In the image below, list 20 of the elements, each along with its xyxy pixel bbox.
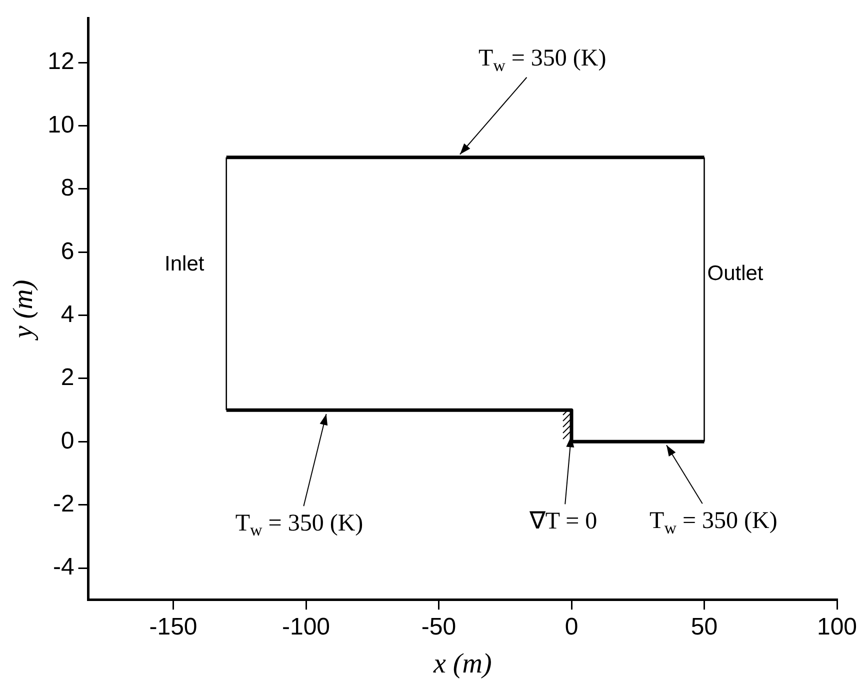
x-tick-label: -150 [149, 614, 198, 641]
annotation: Outlet [707, 262, 764, 286]
y-tick-label: 2 [60, 364, 74, 392]
annotation: Inlet [164, 252, 204, 276]
x-tick-label: 100 [816, 614, 858, 641]
y-tick-label: 10 [48, 111, 74, 138]
y-tick-label: -2 [52, 490, 74, 518]
annotation: ∇T = 0 [528, 508, 598, 534]
y-tick-label: 12 [48, 48, 74, 76]
y-tick-label: 4 [60, 300, 74, 328]
y-tick-label: -4 [52, 554, 74, 581]
y-tick-label: 8 [60, 174, 74, 202]
y-tick-label: 6 [60, 238, 74, 265]
x-tick-label: -50 [421, 614, 456, 641]
x-tick-label: 0 [564, 614, 578, 641]
y-axis-title: y (m) [8, 280, 40, 342]
x-tick-label: 50 [690, 614, 718, 641]
x-tick-label: -100 [282, 614, 330, 641]
x-axis-title: x (m) [432, 648, 492, 680]
y-tick-label: 0 [60, 427, 74, 454]
